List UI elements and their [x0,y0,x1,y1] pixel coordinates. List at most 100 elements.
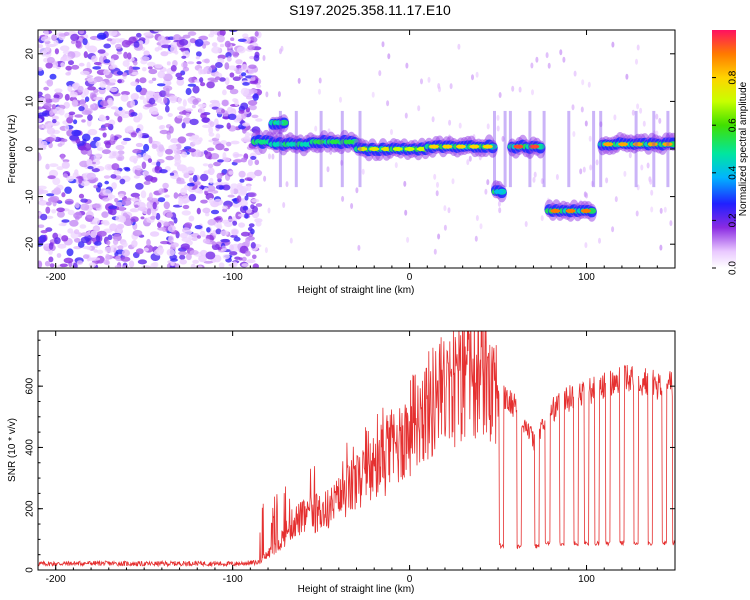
noise-blob [116,70,124,76]
ridge-peak [286,142,297,147]
noise-blob [130,208,137,213]
noise-blob [163,96,168,104]
noise-blob [247,45,255,51]
noise-blob [182,99,187,107]
noise-blob [157,149,164,158]
noise-blob [172,60,178,67]
noise-blob [248,64,257,69]
noise-blob [187,148,196,153]
noise-blob [113,170,122,175]
scatter-blob [636,44,640,51]
noise-blob [108,30,118,37]
streak [528,110,532,188]
noise-blob [181,151,188,158]
noise-blob [75,138,81,144]
spectrogram-x-tick-label: -100 [223,272,243,283]
noise-blob [245,95,253,100]
noise-blob [46,127,56,135]
noise-blob [191,237,198,241]
noise-blob [73,119,78,125]
scatter-blob [595,159,599,166]
noise-blob [38,153,42,161]
noise-blob [165,155,174,161]
noise-blob [211,46,221,54]
noise-blob [80,180,90,187]
snr-y-label: SNR (10 * v/v) [7,418,18,482]
noise-blob [179,259,187,265]
scatter-blob [580,106,584,113]
noise-blob [51,209,57,214]
noise-blob [237,38,247,42]
noise-blob [38,260,43,268]
noise-blob [48,163,59,168]
noise-blob [83,51,88,59]
ridge-peak [529,144,540,149]
noise-blob [222,254,230,260]
scatter-blob [650,206,654,213]
noise-blob [64,124,70,132]
noise-blob [90,257,101,261]
scatter-blob [587,81,591,88]
noise-blob [174,158,182,165]
scatter-blob [437,83,441,89]
noise-blob [91,55,98,63]
noise-blob [223,147,229,152]
ridge-peak [442,144,453,149]
noise-blob [163,201,170,210]
noise-blob [105,253,110,261]
scatter-blob [611,41,615,48]
noise-blob [134,168,144,176]
noise-blob [83,142,92,151]
noise-blob [244,239,250,247]
noise-blob [215,133,221,139]
noise-blob [80,236,90,244]
scatter-blob [639,107,643,114]
noise-blob [173,192,179,199]
noise-blob [38,91,43,96]
noise-blob [245,131,250,138]
ridge-peak [550,208,561,213]
noise-blob [53,187,61,195]
noise-blob [239,178,245,183]
noise-blob [232,220,238,226]
noise-blob [56,207,65,213]
noise-blob [215,62,223,68]
noise-blob [120,140,128,145]
spectrogram-x-tick-label: -200 [46,272,66,283]
noise-blob [130,81,139,87]
noise-blob [154,63,163,69]
spectrogram-x-label: Height of straight line (km) [298,285,415,296]
noise-blob [78,193,85,199]
noise-blob [142,170,150,176]
snr-y-tick-label: 0 [25,567,36,573]
noise-blob [168,95,178,101]
noise-blob [74,202,80,209]
noise-blob [163,73,173,82]
noise-blob [239,187,248,195]
noise-blob [51,97,60,103]
noise-blob [159,90,167,98]
noise-blob [181,169,187,174]
noise-blob [159,129,169,135]
scatter-blob [583,191,587,198]
scatter-blob [443,205,447,212]
noise-blob [189,118,199,126]
noise-blob [74,237,81,243]
noise-blob [179,232,188,239]
noise-blob [52,177,61,186]
noise-blob [45,215,54,219]
scatter-blob [468,155,472,162]
noise-blob [61,219,70,223]
noise-blob [228,170,234,175]
noise-blob [161,39,171,44]
noise-blob [197,265,203,268]
noise-blob [96,249,104,254]
noise-blob [73,212,83,220]
snr-x-axis: -200 -100 0 100 [37,331,676,585]
scatter-blob [518,86,522,93]
noise-blob [49,73,57,80]
ridge-peak [603,142,614,147]
noise-blob [78,30,85,35]
scatter-blob [640,164,644,171]
